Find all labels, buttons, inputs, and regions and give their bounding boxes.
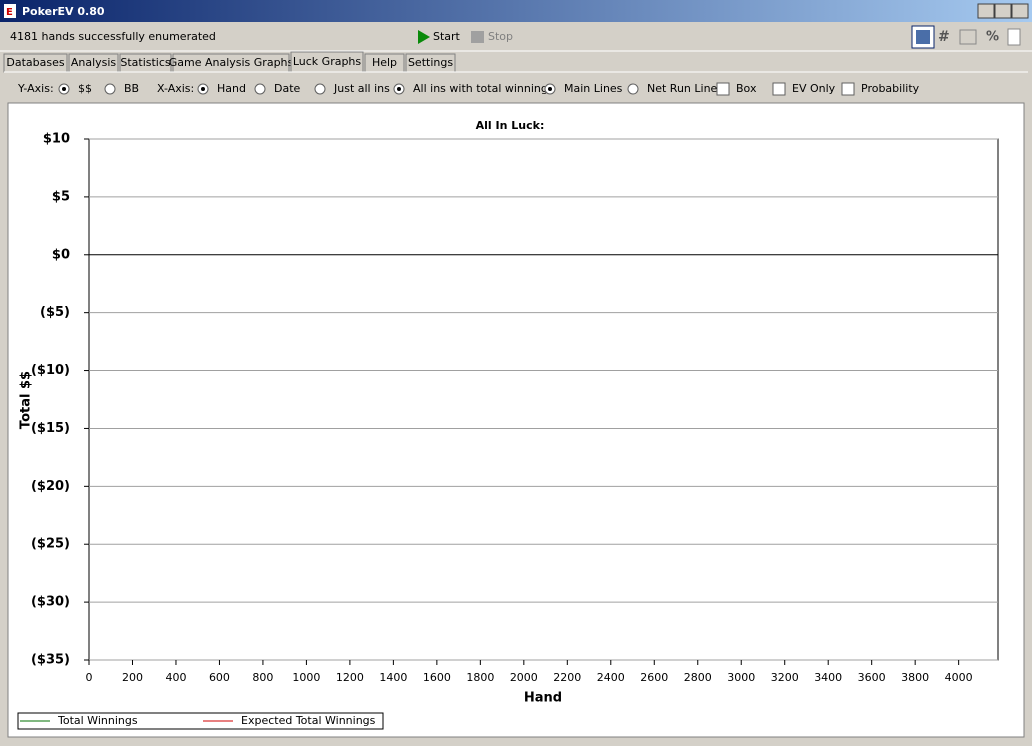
checkbox[interactable] bbox=[716, 82, 730, 96]
x-axis-label: Hand bbox=[524, 691, 562, 706]
radio-label[interactable]: Just all ins bbox=[333, 82, 390, 95]
radio-dot bbox=[201, 87, 205, 91]
radio-label[interactable]: Date bbox=[274, 82, 301, 95]
legend-items: Total Winnings Expected Total Winnings bbox=[20, 714, 376, 727]
radio-label[interactable]: Net Run Line bbox=[647, 82, 718, 95]
radio-label[interactable]: All ins with total winnings bbox=[413, 82, 554, 95]
y-tick-label: ($30) bbox=[31, 595, 70, 610]
radio-button[interactable] bbox=[314, 83, 326, 95]
bar-view-button[interactable] bbox=[959, 29, 977, 45]
graph-view-icon bbox=[916, 30, 930, 44]
x-tick-label: 2800 bbox=[684, 671, 712, 684]
tab-label[interactable]: Game Analysis Graphs bbox=[169, 56, 294, 69]
x-tick-label: 2400 bbox=[597, 671, 625, 684]
y-tick-label: ($5) bbox=[40, 305, 70, 320]
tab-label[interactable]: Settings bbox=[408, 56, 453, 69]
window-controls bbox=[977, 3, 1029, 19]
y-tick-label: ($10) bbox=[31, 363, 70, 378]
option-caption: Y-Axis: bbox=[17, 82, 54, 95]
x-tick-label: 200 bbox=[122, 671, 143, 684]
x-tick-label: 600 bbox=[209, 671, 230, 684]
radio-dot bbox=[62, 87, 66, 91]
stop-button[interactable]: Stop bbox=[488, 30, 513, 43]
chart-title: All In Luck: bbox=[476, 119, 545, 132]
chart-panel bbox=[7, 102, 1025, 738]
option-caption: X-Axis: bbox=[157, 82, 194, 95]
radio-button[interactable] bbox=[254, 83, 266, 95]
y-tick-label: ($20) bbox=[31, 479, 70, 494]
minimize-button[interactable] bbox=[977, 3, 995, 19]
x-tick-label: 3200 bbox=[771, 671, 799, 684]
checkbox-label[interactable]: Probability bbox=[861, 82, 920, 95]
x-tick-label: 3400 bbox=[814, 671, 842, 684]
stop-icon[interactable] bbox=[471, 31, 484, 43]
start-icon[interactable] bbox=[418, 30, 430, 44]
x-tick-label: 4000 bbox=[945, 671, 973, 684]
y-axis-label: Total $$ bbox=[19, 371, 34, 429]
radio-label[interactable]: BB bbox=[124, 82, 139, 95]
y-tick-label: ($25) bbox=[31, 537, 70, 552]
checkbox-label[interactable]: EV Only bbox=[792, 82, 836, 95]
x-tick-label: 1000 bbox=[292, 671, 320, 684]
radio-button[interactable] bbox=[627, 83, 639, 95]
y-tick-label: ($35) bbox=[31, 653, 70, 668]
tab-label[interactable]: Analysis bbox=[71, 56, 117, 69]
title-bar bbox=[0, 0, 1032, 22]
y-tick-label: $0 bbox=[52, 247, 70, 262]
window-title: PokerEV 0.80 bbox=[22, 5, 105, 18]
x-tick-label: 0 bbox=[86, 671, 93, 684]
y-tick-label: ($15) bbox=[31, 421, 70, 436]
start-button[interactable]: Start bbox=[433, 30, 461, 43]
radio-button[interactable] bbox=[104, 83, 116, 95]
radio-dot bbox=[548, 87, 552, 91]
x-tick-label: 2600 bbox=[640, 671, 668, 684]
grid-view-button[interactable]: # bbox=[938, 29, 950, 45]
y-tick-label: $10 bbox=[43, 132, 70, 147]
tab-label[interactable]: Luck Graphs bbox=[293, 55, 362, 68]
x-tick-label: 1400 bbox=[379, 671, 407, 684]
legend bbox=[17, 712, 384, 730]
x-tick-label: 3000 bbox=[727, 671, 755, 684]
checkbox-label[interactable]: Box bbox=[736, 82, 757, 95]
percent-view-button[interactable]: % bbox=[986, 30, 999, 45]
radio-label[interactable]: $$ bbox=[78, 82, 92, 95]
x-tick-label: 400 bbox=[165, 671, 186, 684]
radio-label[interactable]: Hand bbox=[217, 82, 246, 95]
close-button[interactable] bbox=[1011, 3, 1029, 19]
checkbox[interactable] bbox=[772, 82, 786, 96]
x-tick-label: 800 bbox=[252, 671, 273, 684]
legend-label: Expected Total Winnings bbox=[241, 714, 376, 727]
options-row: Y-Axis: $$ BB X-Axis: Hand Date Just all ins Al… bbox=[17, 82, 920, 96]
app-icon-glyph: E bbox=[6, 7, 13, 18]
x-tick-label: 1600 bbox=[423, 671, 451, 684]
y-tick-label: $5 bbox=[52, 189, 70, 204]
x-tick-label: 1800 bbox=[466, 671, 494, 684]
x-tick-label: 1200 bbox=[336, 671, 364, 684]
app-icon bbox=[4, 4, 16, 18]
x-tick-label: 3800 bbox=[901, 671, 929, 684]
x-tick-label: 3600 bbox=[858, 671, 886, 684]
radio-dot bbox=[397, 87, 401, 91]
x-tick-label: 2200 bbox=[553, 671, 581, 684]
radio-label[interactable]: Main Lines bbox=[564, 82, 623, 95]
restore-button[interactable] bbox=[994, 3, 1012, 19]
report-view-button[interactable] bbox=[1007, 28, 1021, 46]
tab-label[interactable]: Statistics bbox=[120, 56, 171, 69]
checkbox[interactable] bbox=[841, 82, 855, 96]
x-tick-label: 2000 bbox=[510, 671, 538, 684]
tab-label[interactable]: Databases bbox=[6, 56, 64, 69]
plot: $10 $5 $0 ($5) ($10) ($15) ($20) ($25) ($30) ($35… bbox=[31, 132, 998, 684]
tab-label[interactable]: Help bbox=[372, 56, 397, 69]
status-text: 4181 hands successfully enumerated bbox=[10, 30, 216, 43]
legend-label: Total Winnings bbox=[57, 714, 138, 727]
